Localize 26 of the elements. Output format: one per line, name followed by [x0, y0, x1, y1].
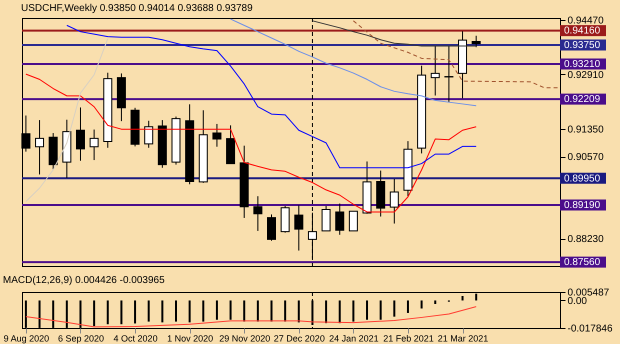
ref-line-label: 0.87560 — [564, 257, 601, 268]
x-tick-label: 6 Sep 2020 — [58, 334, 104, 344]
x-tick-label: 27 Dec 2020 — [274, 334, 325, 344]
y-tick-label: 0.94470 — [568, 15, 604, 26]
y-tick-label: 0.91350 — [568, 124, 604, 136]
ref-line-label: 0.93210 — [564, 58, 601, 70]
y-tick-label: 0.00 — [568, 296, 588, 307]
x-tick-label: 24 Jan 2021 — [329, 334, 379, 344]
y-tick-label: 0.90570 — [568, 152, 604, 164]
x-tick-label: 21 Feb 2021 — [383, 334, 434, 344]
ref-line-label: 0.92209 — [564, 94, 601, 106]
ref-line-label: 0.89950 — [564, 173, 601, 184]
ref-line-label: 0.89190 — [564, 200, 601, 211]
y-tick-label: 0.92910 — [568, 70, 604, 81]
x-tick-label: 21 Mar 2021 — [438, 334, 488, 344]
ref-line-label: 0.94160 — [564, 26, 601, 37]
x-tick-label: 29 Nov 2020 — [219, 334, 270, 344]
chart-title: USDCHF,Weekly 0.93850 0.94014 0.93688 0.93789 — [21, 2, 254, 14]
y-tick-label: 0.005487 — [568, 288, 610, 298]
y-tick-label: 0.88230 — [568, 234, 604, 246]
ref-line-label: 0.93750 — [564, 40, 601, 52]
x-tick-label: 1 Nov 2020 — [167, 334, 214, 344]
chart-title: MACD(12,26,9) 0.004426 -0.003965 — [2, 275, 166, 286]
y-tick-label: -0.017846 — [568, 324, 613, 334]
x-tick-label: 9 Aug 2020 — [4, 334, 50, 344]
x-tick-label: 4 Oct 2020 — [114, 334, 158, 344]
